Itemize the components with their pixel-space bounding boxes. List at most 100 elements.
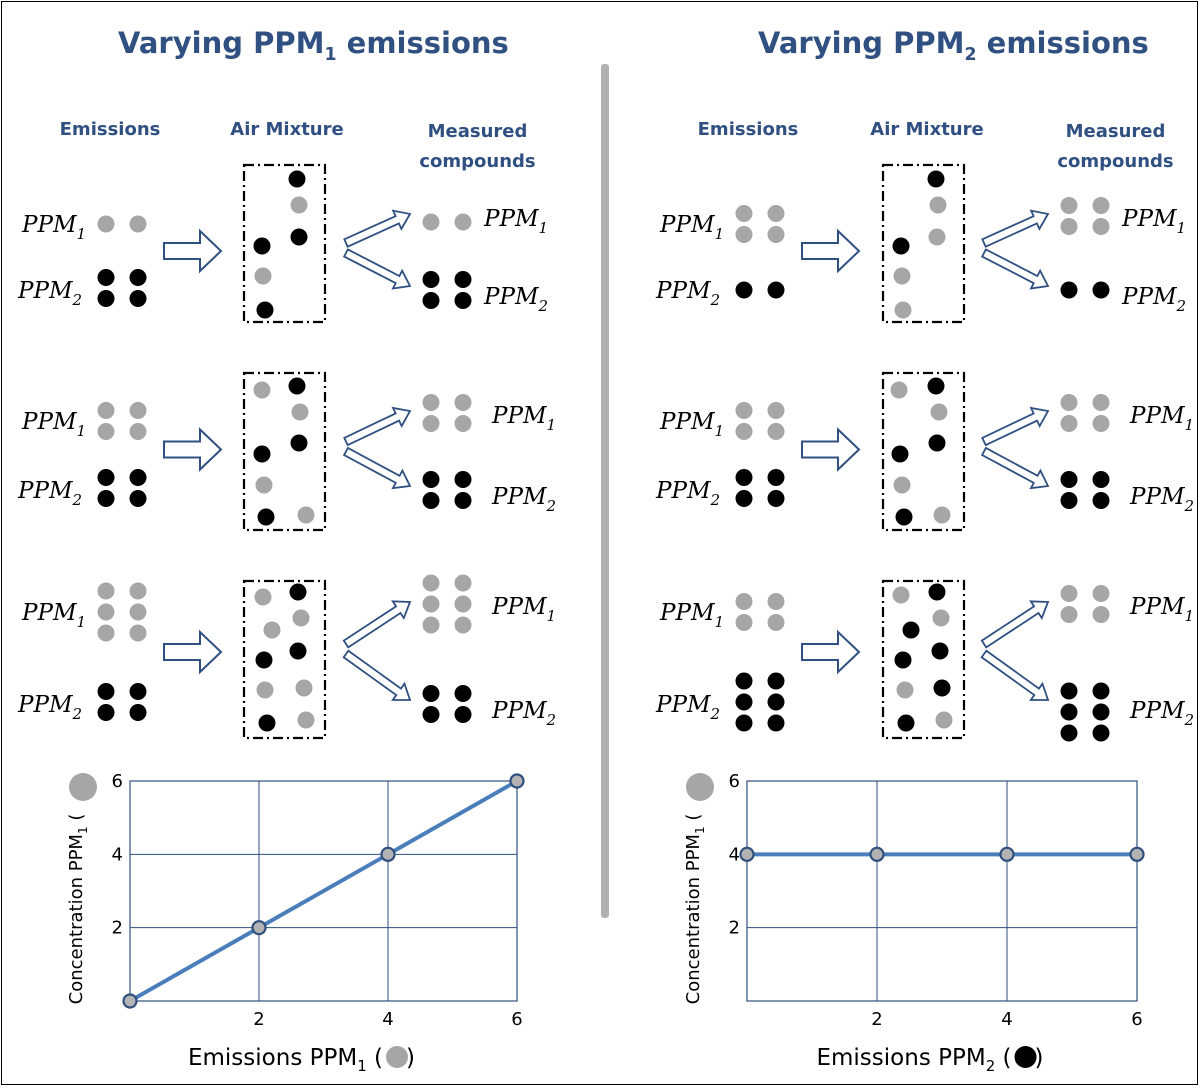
right-chart-y-tick-label: 2 [729,918,740,939]
left-scenario-1-measured-ppm1-dot [422,213,440,231]
left-scenario-2-emission-ppm2-dot [97,469,115,486]
left-scenario-1-emission-ppm1-dot [97,215,115,233]
left-scenario-3-emission-ppm1-dot [97,603,115,621]
left-scenario-3-emission-ppm2-dot [97,704,115,721]
right-scenario-2-mixture-dot [890,381,908,399]
left-scenario-1-mixture-dot [290,228,308,246]
right-scenario-2-mixture-dot [928,434,946,452]
right-scenario-2-mixture-dot [930,403,948,421]
right-scenario-3-measured-arrow-down [980,649,1050,701]
right-chart-x-tick-label: 4 [1001,1009,1012,1030]
left-emissions-header: Emissions [59,119,161,140]
left-mixture-header: Air Mixture [230,119,344,140]
right-scenario-1-measured-ppm2-dot [1060,281,1078,299]
panel-divider [601,64,609,918]
left-scenario-3-measured-ppm2-dot [422,706,440,723]
left-panel-title: Varying PPM1 emissions [118,26,509,65]
left-scenario-2-mixture-dot [255,476,273,494]
right-scenario-3-measured-ppm2-label: PPM2 [1129,698,1194,729]
left-scenario-1-emission-ppm2-dot [129,269,147,286]
right-scenario-2-measured-arrow-down [980,446,1050,490]
left-scenario-2-measured-ppm1-dot [422,394,440,411]
right-scenario-3-emission-ppm2-dot [767,672,785,690]
right-scenario-2-measured-ppm2-dot [1060,471,1078,488]
right-scenario-2-measured-ppm1-label: PPM1 [1129,403,1194,434]
left-scenario-3-measured-ppm1-label: PPM1 [491,594,556,625]
right-scenario-3-measured-ppm1-dot [1060,606,1078,623]
left-scenario-1-measured-ppm1-label: PPM1 [483,206,548,237]
left-scenario-2-measured-ppm2-dot [454,492,472,509]
right-scenario-3-mixture-dot [902,621,920,639]
right-scenario-1-emission-ppm1-dot [767,205,785,222]
right-scenario-2-emission-arrow [801,427,861,472]
right-chart-x-tick-label: 6 [1131,1009,1142,1030]
left-scenario-3-emission-ppm1-dot [129,624,147,642]
left-scenario-2-emission-ppm2-dot [129,469,147,486]
left-chart-y-tick-label: 6 [112,771,123,792]
right-scenario-1-emission-ppm1-dot [735,226,753,243]
right-scenario-1-measured-arrow-down-shape [980,248,1050,290]
right-scenario-3-emission-ppm1-dot [767,593,785,610]
right-scenario-2-measured-ppm1-dot [1092,394,1110,411]
right-scenario-3-mixture-dot [892,586,910,604]
left-scenario-2-mixture-dot [297,506,315,524]
left-scenario-2-measured-arrow-down [342,446,412,490]
left-scenario-1-measured-ppm2-dot [422,271,440,288]
right-scenario-3-measured-ppm1-label: PPM1 [1129,594,1194,625]
left-scenario-3-measured-arrow-up-shape [342,600,412,649]
left-scenario-2-emission-ppm1-label: PPM1 [21,409,86,440]
left-chart-data-point [380,846,396,862]
left-scenario-2-measured-ppm1-dot [454,394,472,411]
left-scenario-2-emission-ppm2-label: PPM2 [17,478,82,509]
right-scenario-3-emission-ppm2-dot [767,693,785,711]
right-scenario-3-emission-ppm1-dot [735,614,753,631]
left-scenario-2-measured-ppm1-dot [422,415,440,432]
left-scenario-1-emission-ppm2-dot [97,269,115,286]
right-scenario-1-emission-ppm1-dot [767,226,785,243]
left-scenario-3-measured-arrow-down [342,649,412,701]
left-scenario-3-emission-ppm1-dot [129,582,147,600]
left-scenario-2-measured-ppm2-label: PPM2 [491,484,556,515]
right-scenario-1-measured-arrow-down [980,248,1050,290]
left-chart-y-axis-label: Concentration PPM1 ( [66,814,90,1005]
right-scenario-3-emission-ppm2-dot [735,672,753,690]
right-chart-data-point [739,846,755,862]
left-scenario-3-measured-ppm1-dot [454,616,472,634]
right-scenario-1-emission-arrow [801,228,861,274]
right-scenario-1-emission-ppm2-dot [767,281,785,299]
left-chart-x-axis-marker [386,1046,409,1068]
right-chart-x-axis-label: Emissions PPM2 ( ) [816,1045,1043,1075]
left-scenario-1-measured-ppm1-dot [454,213,472,231]
left-scenario-2-measured-ppm2-dot [454,471,472,488]
left-scenario-3-measured-ppm2-dot [454,706,472,723]
left-scenario-2-emission-ppm1-dot [97,402,115,419]
left-scenario-2-emission-ppm1-dot [97,423,115,440]
left-scenario-2-measured-ppm2-dot [422,492,440,509]
left-scenario-2-mixture-dot [253,445,271,463]
right-scenario-1-emission-ppm2-label: PPM2 [655,278,720,309]
right-scenario-2-measured-ppm1-dot [1060,415,1078,432]
left-scenario-3-measured-ppm2-dot [422,685,440,702]
left-scenario-3-mixture-dot [258,714,276,732]
left-scenario-2-emission-ppm2-dot [129,490,147,507]
right-scenario-1-measured-ppm1-dot [1060,218,1078,235]
left-scenario-1-measured-ppm2-dot [422,292,440,309]
right-scenario-1-mixture-dot [893,267,911,285]
left-scenario-2-measured-ppm1-dot [454,415,472,432]
left-scenario-2-measured-ppm2-dot [422,471,440,488]
right-chart-plot-frame [746,780,1138,1002]
left-scenario-3-measured-ppm1-dot [422,574,440,592]
left-scenario-3-emission-ppm2-dot [97,683,115,700]
left-scenario-1-emission-ppm2-dot [129,290,147,307]
right-scenario-1-emission-ppm1-label: PPM1 [659,212,724,243]
right-scenario-3-measured-ppm1-dot [1092,585,1110,602]
left-scenario-2-measured-arrow-down-shape [342,446,412,490]
right-scenario-1-mixture-box [881,163,966,324]
right-emissions-header: Emissions [697,119,799,140]
right-mixture-header: Air Mixture [870,119,984,140]
left-scenario-2-emission-arrow [163,427,223,472]
left-scenario-3-measured-ppm1-dot [454,595,472,613]
left-scenario-3-emission-ppm1-dot [129,603,147,621]
right-scenario-2-emission-ppm2-dot [767,469,785,486]
right-scenario-2-mixture-box [881,371,966,532]
